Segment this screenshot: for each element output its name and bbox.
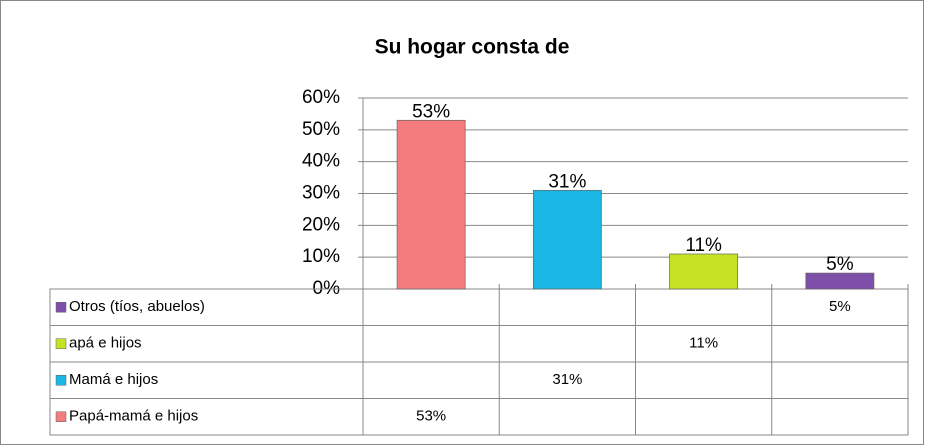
legend-key [55, 411, 67, 422]
chart-title: Su hogar consta de [375, 36, 570, 59]
y-tick-label: 40% [302, 151, 340, 172]
legend-label: apá e hijos [69, 335, 142, 352]
bar [805, 272, 875, 290]
y-tick-label: 20% [302, 214, 340, 235]
table-value: 11% [689, 335, 718, 352]
data-label: 53% [412, 101, 450, 122]
legend-key [55, 302, 67, 313]
y-tick-label: 60% [302, 87, 340, 108]
table-value: 53% [416, 408, 446, 425]
y-tick-label: 50% [302, 119, 340, 140]
legend-label: Mamá e hijos [69, 371, 158, 388]
table-value: 5% [829, 298, 851, 315]
y-tick-label: 10% [302, 246, 340, 267]
data-label: 5% [826, 254, 854, 275]
legend-label: Otros (tíos, abuelos) [69, 298, 205, 315]
legend-label: Papá-mamá e hijos [69, 408, 198, 425]
legend-key [55, 338, 67, 349]
data-label: 11% [685, 235, 722, 256]
y-tick-label: 30% [302, 183, 340, 204]
data-label: 31% [548, 171, 586, 192]
bar [396, 119, 466, 290]
table-value: 31% [552, 371, 582, 388]
bar [669, 253, 739, 290]
legend-key [55, 375, 67, 386]
bar [532, 189, 602, 290]
